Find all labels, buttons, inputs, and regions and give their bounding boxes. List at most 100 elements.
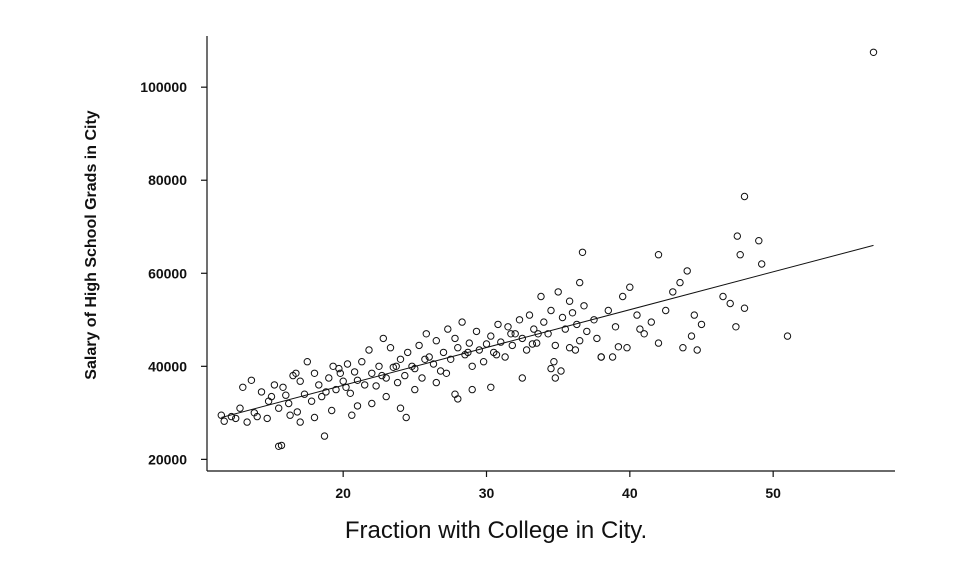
data-point [611, 323, 620, 331]
data-point [375, 362, 383, 370]
x-tick-label: 50 [765, 485, 781, 501]
data-point [346, 389, 354, 397]
x-axis-ticks: 20 30 40 50 [335, 471, 781, 501]
data-point [565, 297, 574, 305]
data-point [232, 414, 240, 423]
data-point [270, 381, 279, 389]
data-point [515, 316, 524, 324]
data-point [332, 385, 340, 394]
data-point [335, 364, 343, 373]
data-point [507, 330, 515, 338]
data-point [296, 418, 304, 426]
data-point [458, 318, 466, 326]
data-point [415, 341, 423, 350]
data-point [518, 374, 526, 382]
data-point [310, 369, 319, 377]
data-point [411, 364, 419, 373]
data-point [633, 311, 641, 319]
data-point [447, 355, 455, 363]
data-point [353, 402, 362, 410]
data-point [580, 302, 588, 310]
data-point [869, 48, 878, 56]
x-tick-label: 30 [479, 485, 495, 501]
data-point [379, 334, 387, 343]
y-tick-label: 20000 [148, 451, 187, 467]
data-point [508, 341, 516, 350]
data-point [451, 334, 459, 343]
data-point [263, 414, 271, 423]
data-point [623, 344, 631, 352]
data-point [547, 306, 555, 315]
data-point [783, 332, 792, 340]
data-point [547, 364, 555, 373]
data-point [322, 388, 330, 396]
data-point [619, 292, 627, 301]
data-point [425, 353, 433, 361]
data-point [740, 192, 749, 201]
data-point [468, 385, 476, 394]
data-point [482, 340, 491, 348]
data-point [568, 309, 577, 317]
data-point [544, 330, 552, 338]
data-point [755, 237, 763, 245]
data-point [307, 397, 316, 405]
data-point [676, 278, 684, 287]
data-point [442, 369, 451, 377]
data-point [551, 374, 559, 382]
data-point [343, 360, 352, 368]
data-point [726, 299, 734, 308]
data-point [429, 360, 438, 368]
data-point [733, 232, 741, 240]
data-point [401, 371, 409, 380]
data-point [554, 288, 562, 296]
data-point [432, 337, 440, 345]
data-point [597, 353, 605, 361]
data-point [697, 320, 706, 329]
data-point [320, 432, 329, 440]
data-point [348, 411, 356, 419]
data-point [404, 348, 412, 357]
data-point [293, 408, 301, 416]
x-tick-label: 20 [335, 485, 351, 501]
data-point [296, 377, 304, 385]
data-point [654, 339, 663, 347]
data-point [386, 344, 395, 352]
data-point [454, 395, 462, 403]
data-point [533, 339, 541, 347]
data-point [511, 330, 519, 338]
data-point [479, 358, 488, 366]
data-point [365, 346, 373, 354]
data-point [239, 383, 247, 391]
data-point [487, 383, 495, 391]
y-tick-label: 80000 [148, 172, 187, 188]
y-tick-label: 40000 [148, 358, 187, 374]
data-point [336, 369, 344, 377]
data-point [472, 327, 481, 336]
data-point [504, 323, 512, 331]
data-point [328, 406, 336, 415]
data-point [501, 353, 509, 361]
data-point [277, 441, 286, 450]
data-point [578, 248, 587, 257]
data-point [693, 346, 701, 354]
data-point [593, 334, 601, 343]
data-point [679, 344, 687, 352]
data-point [465, 339, 473, 347]
data-point [558, 313, 567, 322]
data-point [372, 382, 380, 390]
data-point [292, 369, 300, 377]
data-point [537, 292, 545, 301]
data-point [451, 390, 459, 398]
data-point [285, 399, 293, 408]
data-point [382, 374, 390, 382]
data-point [243, 418, 251, 426]
data-point [690, 311, 698, 319]
data-point [361, 381, 369, 389]
data-point [220, 417, 228, 425]
data-point [487, 332, 495, 340]
data-point [636, 325, 644, 333]
x-axis-title: Fraction with College in City. [345, 517, 647, 544]
data-point [528, 340, 537, 348]
data-point [392, 362, 400, 370]
data-point [247, 376, 256, 384]
